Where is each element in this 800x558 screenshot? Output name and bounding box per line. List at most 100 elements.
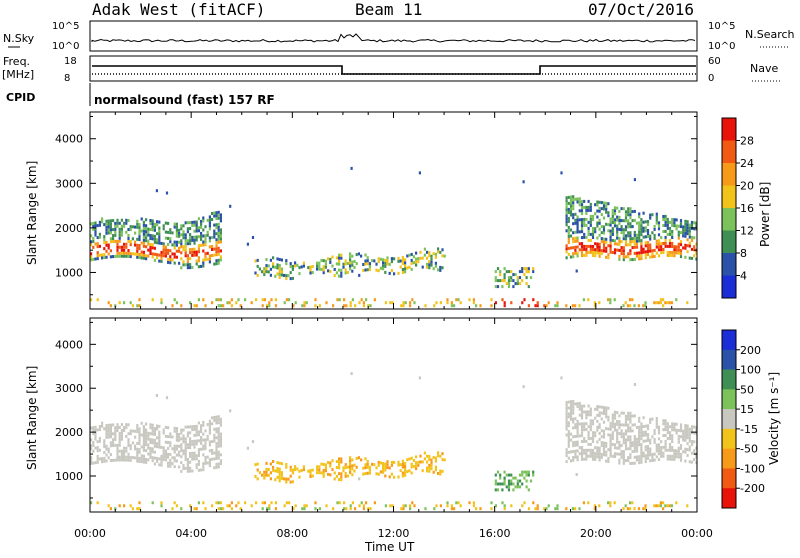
power-cell xyxy=(153,252,156,256)
velocity-cell xyxy=(611,413,614,417)
velocity-cell xyxy=(662,454,665,458)
velocity-cell xyxy=(693,431,696,435)
velocity-cell xyxy=(349,507,352,511)
power-cell xyxy=(272,265,275,269)
velocity-cell xyxy=(620,432,623,436)
power-cell xyxy=(660,251,663,255)
velocity-cell xyxy=(633,449,636,453)
power-cell xyxy=(475,304,478,308)
velocity-cell xyxy=(655,446,658,450)
velocity-cell xyxy=(618,414,621,418)
power-cell xyxy=(351,298,354,302)
velocity-cell xyxy=(569,403,573,407)
colorbar-tick: -50 xyxy=(740,443,758,456)
velocity-cell xyxy=(662,422,665,426)
power-cell xyxy=(565,250,568,254)
power-cell xyxy=(688,232,691,236)
power-cell xyxy=(626,304,629,308)
power-cell xyxy=(642,229,645,233)
power-cell xyxy=(215,244,218,248)
power-cell xyxy=(631,210,634,214)
velocity-cell xyxy=(105,430,108,433)
power-cell xyxy=(578,304,581,308)
velocity-cell xyxy=(668,448,672,452)
power-cell xyxy=(450,301,453,305)
ytick-label: 1000 xyxy=(55,470,83,483)
power-cell xyxy=(618,239,621,243)
power-cell xyxy=(362,269,365,272)
velocity-cell xyxy=(569,409,573,413)
power-cell xyxy=(169,240,172,244)
velocity-cell xyxy=(622,435,625,439)
power-cell xyxy=(668,226,672,230)
velocity-cell xyxy=(184,466,187,470)
power-cell xyxy=(594,203,597,207)
velocity-cell xyxy=(158,439,161,443)
power-cell xyxy=(616,242,619,246)
velocity-cell xyxy=(583,404,586,408)
power-cell xyxy=(629,252,632,256)
velocity-cell xyxy=(657,425,661,429)
velocity-cell xyxy=(583,440,586,443)
power-cell xyxy=(684,225,687,229)
power-cell xyxy=(589,208,592,212)
velocity-cell xyxy=(269,462,272,466)
power-cell xyxy=(567,225,570,229)
power-cell xyxy=(640,230,643,234)
power-cell xyxy=(184,248,187,252)
velocity-cell xyxy=(585,422,588,426)
velocity-cell xyxy=(217,430,220,433)
velocity-cell xyxy=(594,452,597,456)
velocity-cell xyxy=(167,464,170,468)
velocity-cell xyxy=(413,504,416,508)
power-cell xyxy=(278,276,281,279)
power-cell xyxy=(499,270,502,274)
velocity-cell xyxy=(213,466,216,470)
velocity-cell xyxy=(580,446,584,450)
velocity-cell xyxy=(516,485,519,489)
velocity-cell xyxy=(215,454,218,457)
velocity-cell xyxy=(278,479,281,483)
velocity-cell xyxy=(298,469,301,473)
velocity-cell xyxy=(589,428,592,432)
velocity-cell xyxy=(311,468,314,472)
velocity-cell xyxy=(153,450,156,454)
power-cell xyxy=(618,236,621,240)
power-cell xyxy=(167,257,170,261)
velocity-cell xyxy=(349,468,352,471)
power-cell xyxy=(655,251,658,255)
power-cell xyxy=(627,243,630,247)
power-cell xyxy=(580,245,584,249)
velocity-cell xyxy=(211,504,214,508)
velocity-cell xyxy=(633,435,636,439)
power-cell xyxy=(366,262,369,266)
velocity-cell xyxy=(576,428,579,432)
power-cell xyxy=(644,241,647,245)
power-cell xyxy=(620,240,623,244)
power-cell xyxy=(567,246,570,250)
power-cell xyxy=(620,246,623,250)
velocity-cell xyxy=(270,501,273,505)
power-cell xyxy=(129,243,132,247)
velocity-cell xyxy=(432,456,435,459)
power-cell xyxy=(116,242,119,246)
velocity-cell xyxy=(92,429,95,433)
power-cell xyxy=(565,205,568,209)
power-cell xyxy=(567,231,570,235)
velocity-cell xyxy=(616,434,619,438)
power-cell xyxy=(693,245,696,249)
power-cell xyxy=(490,298,493,302)
power-cell xyxy=(178,249,181,253)
velocity-cell xyxy=(285,477,288,481)
velocity-cell xyxy=(514,485,517,489)
velocity-cell xyxy=(145,422,148,426)
power-cell xyxy=(583,232,586,236)
power-cell xyxy=(186,230,189,234)
power-cell xyxy=(200,234,203,238)
velocity-cell xyxy=(624,420,628,424)
power-cell xyxy=(585,217,588,221)
power-cell xyxy=(624,228,628,232)
velocity-cell xyxy=(686,424,689,428)
velocity-cell xyxy=(140,457,143,461)
power-cell xyxy=(624,225,628,229)
